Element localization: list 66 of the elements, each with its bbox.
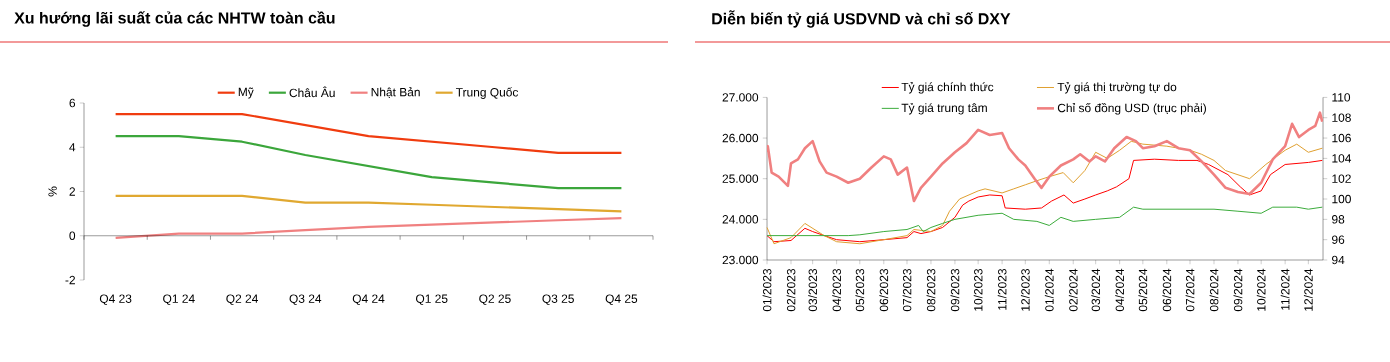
- legend-label: Tỷ giá thị trường tự do: [1057, 82, 1177, 94]
- y2-tick-label: 96: [1332, 235, 1345, 244]
- x-tick-label: 05/2024: [1138, 268, 1148, 312]
- x-tick-label: 12/2024: [1303, 268, 1313, 311]
- x-tick-label: Q2 25: [479, 294, 511, 306]
- x-tick-label: 09/2023: [950, 268, 960, 312]
- x-tick-label: 04/2023: [832, 268, 841, 312]
- y-tick-label: 24.000: [722, 215, 759, 224]
- x-tick-label: Q4 25: [605, 294, 638, 306]
- y-tick-label: 23.000: [722, 255, 759, 265]
- x-tick-label: 01/2023: [762, 268, 772, 312]
- legend-label: Châu Âu: [289, 86, 335, 98]
- x-tick-label: 03/2024: [1091, 268, 1101, 312]
- y2-tick-label: 102: [1332, 174, 1351, 183]
- x-tick-label: 08/2024: [1209, 268, 1219, 312]
- x-tick-label: Q2 24: [226, 294, 258, 306]
- x-tick-label: 07/2023: [902, 268, 912, 312]
- legend-label: Chỉ số đồng USD (trục phải): [1057, 102, 1206, 115]
- x-tick-label: 04/2024: [1115, 268, 1125, 312]
- x-tick-label: 10/2023: [973, 268, 983, 311]
- x-tick-label: Q3 24: [289, 294, 322, 306]
- y2-tick-label: 100: [1332, 194, 1351, 204]
- y2-tick-label: 94: [1332, 255, 1345, 265]
- legend-label: Mỹ: [238, 87, 254, 99]
- x-tick-label: 07/2024: [1185, 268, 1195, 312]
- chart-title: Xu hướng lãi suất của các NHTW toàn cầu: [14, 11, 335, 27]
- y-tick-label: 26.000: [722, 133, 759, 143]
- x-tick-label: 11/2023: [997, 268, 1007, 310]
- x-tick-label: 08/2023: [926, 268, 936, 312]
- x-tick-label: 10/2024: [1256, 268, 1266, 311]
- x-tick-label: Q4 23: [99, 294, 132, 306]
- x-tick-label: Q4 24: [352, 294, 385, 306]
- x-tick-label: 02/2024: [1068, 268, 1078, 312]
- y-tick-label: 6: [69, 98, 76, 108]
- y-tick-label: 27.000: [722, 93, 759, 102]
- x-tick-label: 06/2023: [879, 268, 889, 312]
- line-series: [766, 158, 1323, 243]
- legend-label: Trung Quốc: [455, 87, 519, 99]
- line-series: [114, 216, 623, 240]
- y-axis-title: %: [48, 186, 57, 197]
- x-tick-label: 02/2023: [786, 268, 796, 312]
- legend-label: Tỷ giá chính thức: [901, 82, 994, 94]
- y-tick-label: 25.000: [722, 174, 759, 183]
- y2-tick-label: 108: [1332, 113, 1351, 122]
- x-tick-label: 01/2024: [1044, 268, 1054, 312]
- y-tick-label: 0: [69, 231, 76, 240]
- y-tick-label: 2: [69, 187, 75, 196]
- y2-tick-label: 110: [1332, 93, 1351, 102]
- y2-tick-label: 104: [1332, 154, 1352, 163]
- x-tick-label: Q1 25: [416, 294, 448, 306]
- chart-title: Diễn biến tỷ giá USDVND và chỉ số DXY: [712, 10, 1011, 28]
- x-tick-label: 06/2024: [1162, 268, 1172, 312]
- y-tick-label: -2: [65, 275, 75, 285]
- x-tick-label: 12/2023: [1020, 268, 1030, 311]
- y2-tick-label: 106: [1332, 133, 1351, 143]
- legend-label: Tỷ giá trung tâm: [901, 102, 987, 115]
- line-series: [766, 140, 1323, 245]
- y2-tick-label: 98: [1332, 215, 1345, 224]
- x-tick-label: Q1 24: [163, 294, 195, 306]
- x-tick-label: 03/2023: [808, 268, 818, 312]
- y-tick-label: 4: [69, 143, 76, 152]
- legend-label: Nhật Bản: [371, 87, 420, 99]
- x-tick-label: 09/2024: [1233, 268, 1243, 312]
- x-tick-label: 05/2023: [855, 268, 865, 312]
- x-tick-label: Q3 25: [542, 294, 574, 306]
- x-tick-label: 11/2024: [1280, 268, 1290, 310]
